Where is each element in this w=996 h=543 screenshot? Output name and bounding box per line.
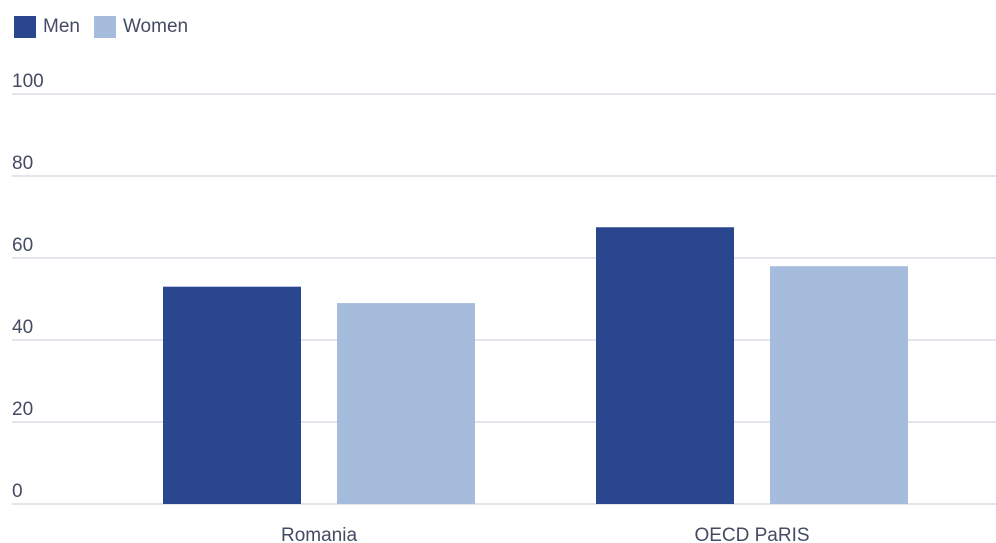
bar-men-romania[interactable] (163, 286, 301, 504)
legend-swatch-women (93, 16, 116, 38)
y-tick-label: 0 (12, 481, 23, 502)
bar-men-oecd-paris[interactable] (596, 227, 734, 504)
legend-item-men[interactable]: Men (14, 16, 80, 38)
x-category-label: Romania (281, 525, 357, 543)
bar-women-romania[interactable] (337, 303, 475, 504)
legend-label-women: Women (122, 16, 189, 37)
bar-women-oecd-paris[interactable] (770, 266, 908, 504)
chart-legend: Men Women (14, 16, 202, 38)
y-tick-label: 40 (12, 317, 33, 338)
x-category-label: OECD PaRIS (694, 525, 809, 543)
y-tick-label: 60 (12, 235, 33, 256)
y-tick-label: 20 (12, 399, 33, 420)
legend-label-men: Men (43, 16, 80, 37)
y-tick-label: 80 (12, 153, 33, 174)
y-tick-label: 100 (12, 71, 44, 92)
legend-item-women[interactable]: Women (93, 16, 189, 38)
legend-swatch-men (14, 16, 36, 38)
